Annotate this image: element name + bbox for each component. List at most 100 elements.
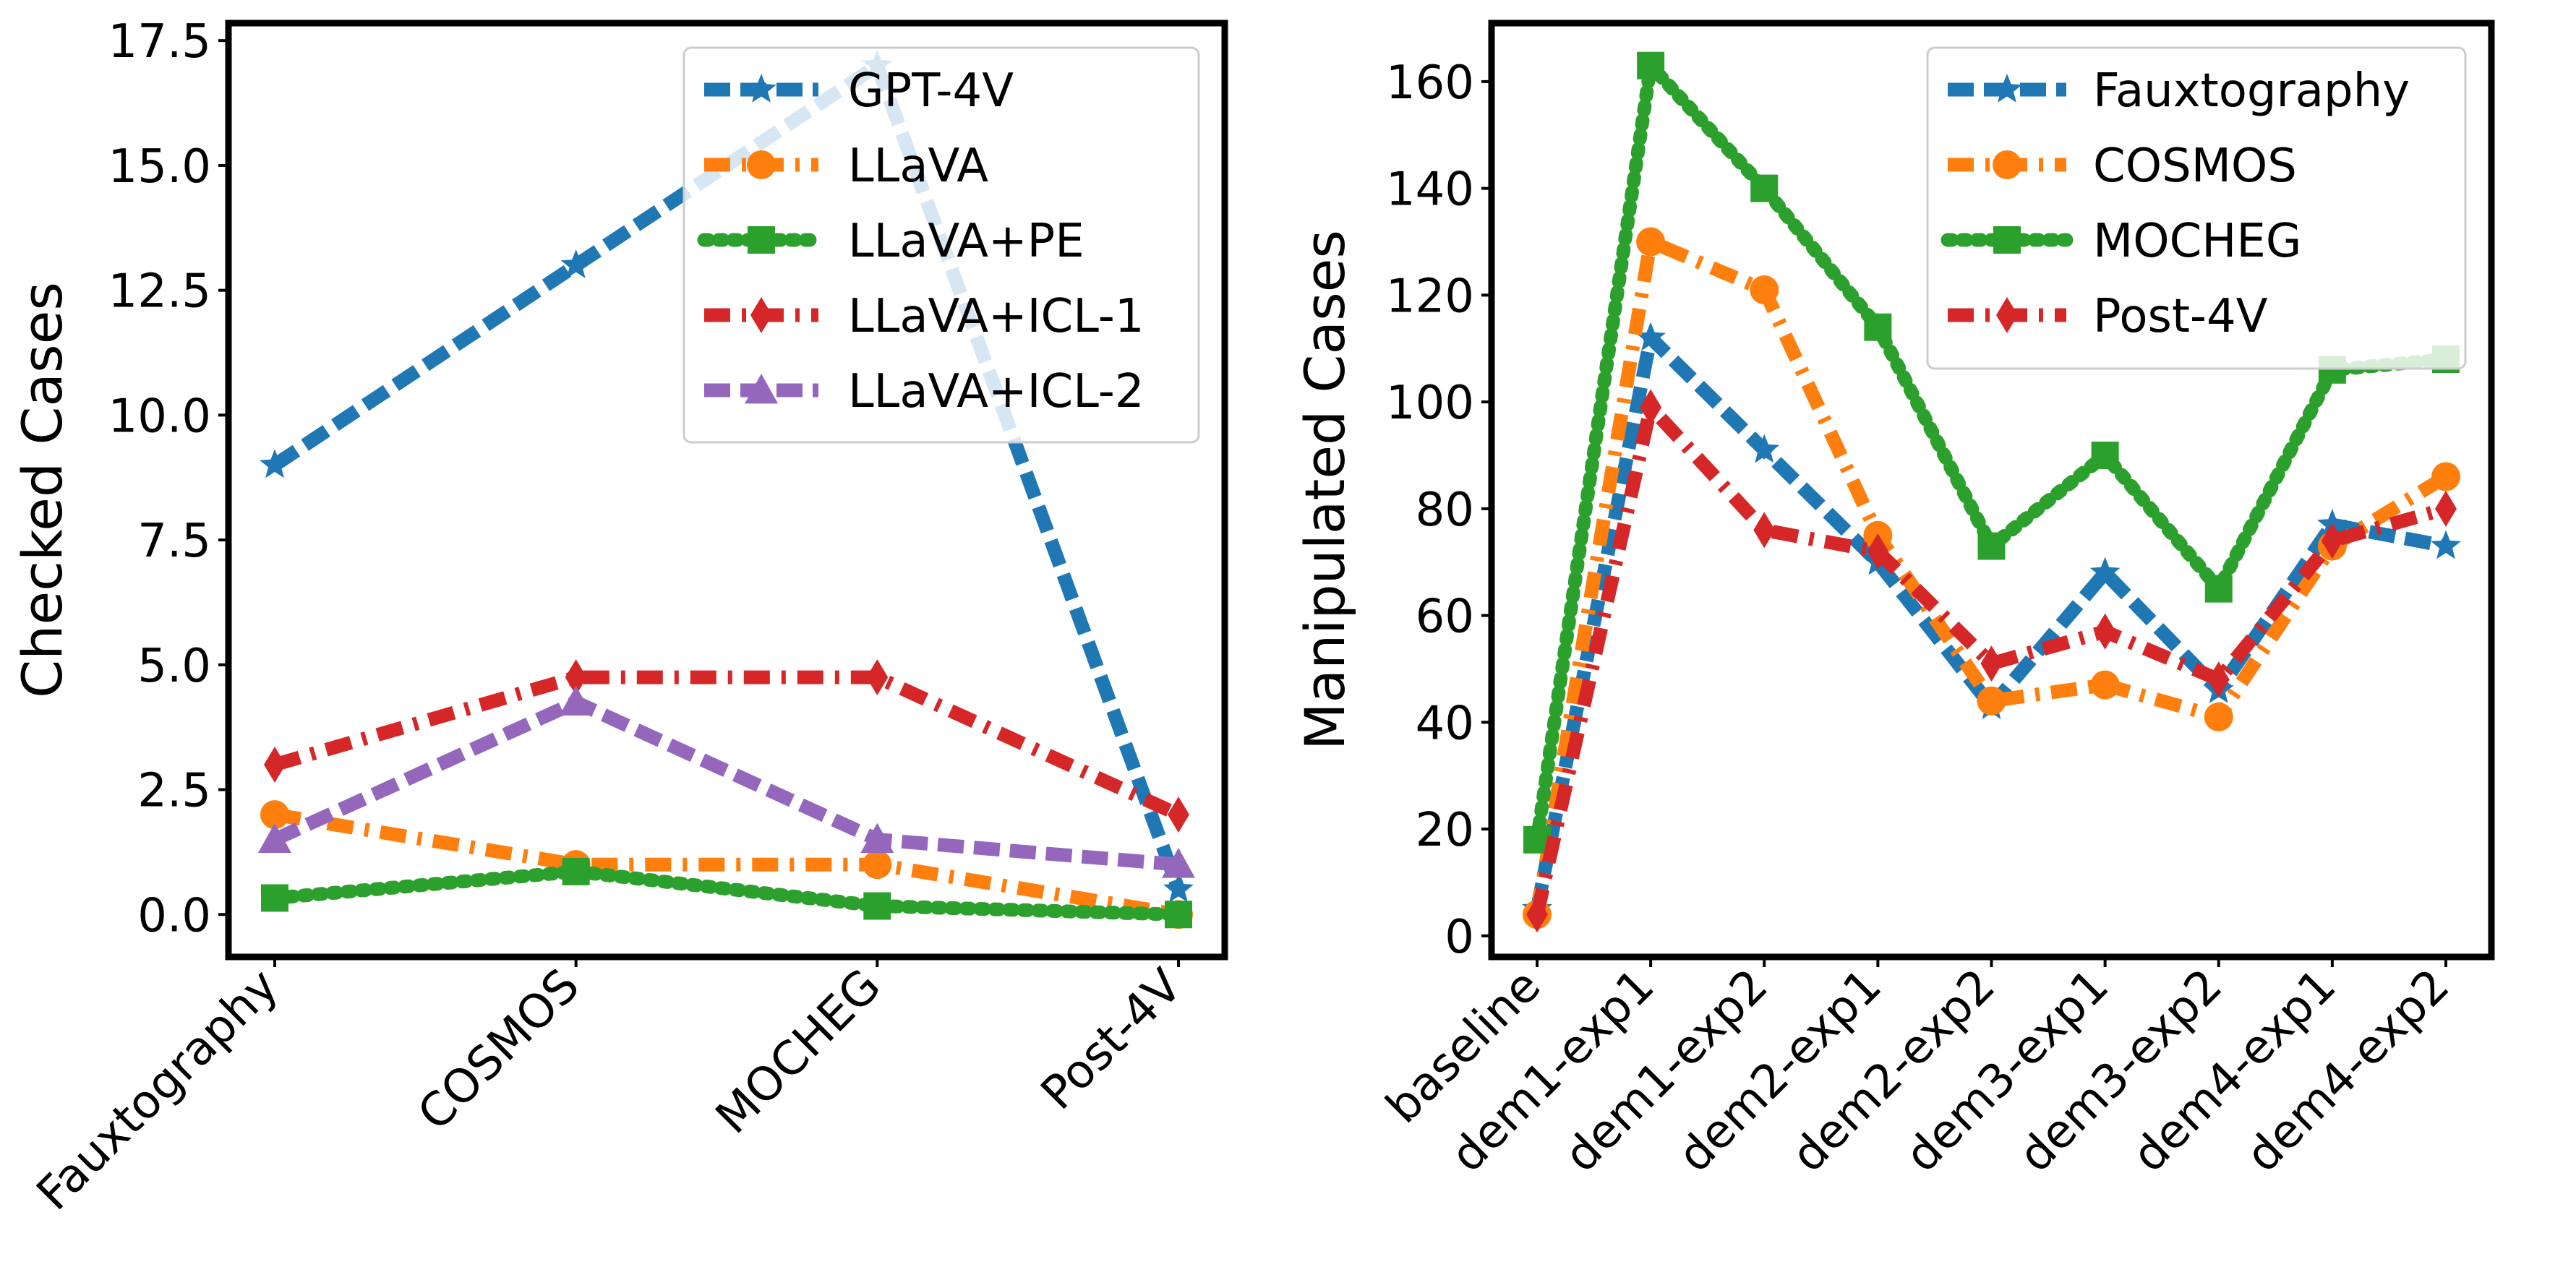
- legend-marker: [750, 297, 772, 333]
- series-line-llava-icl-1: [273, 670, 1181, 821]
- data-point-post-4v: [1753, 512, 1776, 549]
- data-point-post-4v: [1867, 533, 1889, 570]
- data-point-llava-icl-1: [1168, 796, 1189, 833]
- series-llava-icl-2: [258, 685, 1195, 878]
- data-point-llava-icl-2: [258, 822, 291, 854]
- legend-item-fauxtography: Fauxtography: [1948, 64, 2410, 118]
- legend-label: LLaVA+PE: [848, 215, 1084, 268]
- series-line-llava-pe: [268, 864, 1186, 922]
- legend-label: GPT-4V: [848, 64, 1014, 118]
- y-tick-label: 100: [1386, 377, 1474, 430]
- y-tick-label: 80: [1416, 484, 1474, 537]
- data-point-fauxtography: [2431, 530, 2461, 559]
- data-point-cosmos: [2090, 670, 2120, 700]
- data-point-llava-icl-2: [1162, 848, 1195, 878]
- data-point-cosmos: [1636, 227, 1666, 257]
- y-axis-label: Checked Cases: [10, 282, 74, 698]
- x-tick-label: MOCHEG: [706, 959, 891, 1144]
- y-tick-label: 2.5: [137, 765, 211, 818]
- data-point-mocheg: [1977, 532, 2006, 560]
- series-llava-pe: [261, 857, 1192, 929]
- data-point-fauxtography: [1635, 322, 1666, 351]
- legend-item-cosmos: COSMOS: [1948, 139, 2297, 193]
- legend-item-llava-pe: LLaVA+PE: [697, 215, 1084, 268]
- legend-box: [1926, 46, 2467, 370]
- data-point-llava-icl-1: [565, 659, 587, 696]
- legend-marker: [1992, 74, 2022, 103]
- plot-frame: [225, 20, 1228, 961]
- data-point-post-4v: [2435, 490, 2457, 527]
- series-line-llava: [273, 807, 1180, 922]
- y-tick-label: 120: [1386, 270, 1474, 323]
- legend-marker: [747, 150, 776, 179]
- data-point-gpt-4v: [560, 249, 591, 278]
- legend-label: LLaVA+ICL-2: [848, 365, 1144, 418]
- y-tick-label: 12.5: [108, 265, 212, 319]
- y-tick-label: 20: [1416, 804, 1474, 857]
- data-point-llava-pe: [1165, 901, 1192, 929]
- legend-marker: [748, 226, 775, 254]
- y-tick-label: 0: [1445, 911, 1474, 964]
- chart-2: 020406080100120140160baselinedem1-exp1de…: [1293, 20, 2495, 1182]
- legend-label: LLaVA: [848, 139, 988, 193]
- legend-item-llava: LLaVA: [704, 139, 988, 193]
- legend: GPT-4V LLaVA LLaVA+PE LLaVA+ICL-1 LLaVA+ICL-…: [682, 46, 1200, 444]
- y-tick-label: 0.0: [137, 889, 211, 942]
- data-point-fauxtography: [2089, 557, 2121, 586]
- y-tick-label: 17.5: [108, 15, 212, 69]
- legend: Fauxtography COSMOS MOCHEG Post-4V: [1926, 46, 2467, 370]
- x-tick-label: Fauxtography: [27, 959, 288, 1221]
- data-point-llava-icl-2: [559, 685, 593, 716]
- data-point-llava-icl-2: [860, 822, 894, 854]
- data-point-gpt-4v: [1163, 873, 1194, 903]
- data-point-post-4v: [2207, 661, 2230, 698]
- data-point-mocheg: [1637, 51, 1665, 80]
- legend-item-gpt-4v: GPT-4V: [704, 64, 1014, 118]
- data-point-mocheg: [2091, 441, 2119, 469]
- legend-item-post-4v: Post-4V: [1948, 290, 2268, 343]
- legend-label: Fauxtography: [2093, 64, 2410, 118]
- data-point-post-4v: [1980, 645, 2003, 682]
- legend-marker: [1996, 297, 2018, 333]
- legend-label: LLaVA+ICL-1: [848, 290, 1144, 343]
- data-point-llava-icl-1: [264, 747, 286, 783]
- y-tick-label: 40: [1416, 697, 1474, 750]
- legend-label: Post-4V: [2093, 290, 2268, 343]
- data-point-llava-icl-1: [866, 659, 889, 696]
- legend-marker: [746, 74, 776, 103]
- data-point-gpt-4v: [260, 449, 290, 478]
- y-axis-label: Manipulated Cases: [1293, 230, 1357, 750]
- series-mocheg: [1523, 51, 2460, 854]
- y-tick-label: 160: [1386, 56, 1474, 110]
- data-point-fauxtography: [1749, 434, 1780, 463]
- data-point-llava: [260, 800, 289, 830]
- data-point-cosmos: [2431, 462, 2460, 491]
- x-tick-label: COSMOS: [408, 959, 590, 1141]
- y-tick-label: 10.0: [108, 390, 212, 443]
- data-point-cosmos: [2204, 702, 2233, 731]
- data-point-post-4v: [1640, 389, 1662, 426]
- series-cosmos: [1523, 227, 2460, 929]
- legend-label: MOCHEG: [2093, 215, 2301, 268]
- data-point-cosmos: [1977, 686, 2006, 716]
- y-tick-label: 60: [1416, 590, 1474, 644]
- legend-label: COSMOS: [2093, 139, 2297, 193]
- data-point-post-4v: [1526, 896, 1548, 933]
- legend-box: [682, 46, 1200, 444]
- x-tick-label: Post-4V: [1031, 959, 1192, 1120]
- legend-item-llava-icl-1: LLaVA+ICL-1: [704, 290, 1144, 343]
- legend-marker: [1993, 150, 2021, 179]
- series-fauxtography: [1522, 322, 2461, 922]
- series-llava-icl-1: [264, 659, 1189, 833]
- data-point-post-4v: [2321, 523, 2343, 559]
- series-line-post-4v: [1530, 400, 2448, 916]
- legend-item-llava-icl-2: LLaVA+ICL-2: [704, 365, 1144, 418]
- y-tick-label: 7.5: [137, 515, 211, 568]
- legend-item-mocheg: MOCHEG: [1940, 215, 2301, 268]
- data-point-post-4v: [2094, 613, 2116, 650]
- data-point-cosmos: [1750, 275, 1779, 304]
- data-point-mocheg: [2204, 575, 2233, 603]
- y-tick-label: 140: [1386, 163, 1474, 217]
- legend-marker: [745, 374, 778, 404]
